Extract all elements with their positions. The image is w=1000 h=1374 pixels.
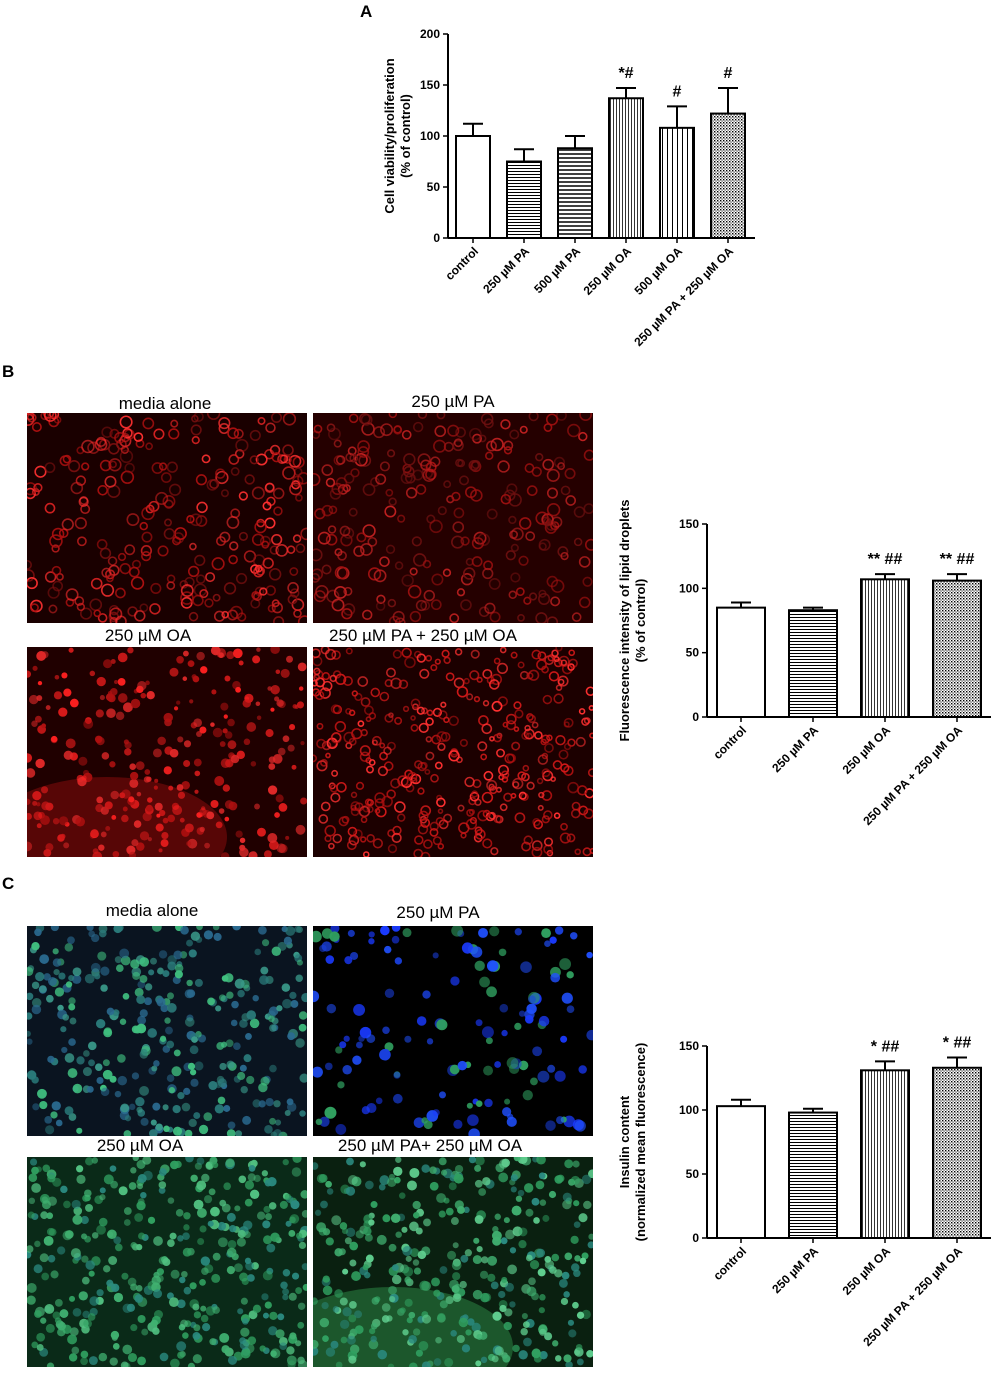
y-axis-label: Insulin content (normalized mean fluoresc… (617, 1043, 648, 1242)
y-axis-label-line: (% of control) (398, 94, 413, 178)
micrograph-b3-image (0, 644, 308, 897)
micrograph-b-pa-oa (309, 644, 597, 862)
x-category-label: 500 µM OA (632, 244, 686, 298)
micro-c1-label: media alone (105, 901, 199, 920)
micrograph-c3-image (23, 1153, 310, 1371)
x-category-label: 500 µM PA (531, 244, 583, 296)
x-category-label: control (442, 244, 481, 283)
bar (788, 609, 838, 718)
x-category-label: 250 µM OA (840, 1244, 894, 1298)
panel-letter-a: A (360, 2, 373, 21)
y-tick-label: 100 (679, 581, 699, 595)
y-axis-label-line: (% of control) (633, 579, 648, 663)
significance-annotation: # (673, 83, 682, 100)
x-category-label: 250 µM PA (769, 1244, 821, 1296)
y-tick-label: 100 (420, 129, 440, 143)
x-category-label: 250 µM PA (769, 723, 821, 775)
micro-b2-label: 250 µM PA (411, 392, 495, 411)
micrograph-c4-image (273, 1154, 597, 1374)
bar (788, 1111, 838, 1239)
y-axis-label-line: Cell viability/proliferation (382, 58, 397, 213)
y-axis-label: Cell viability/proliferation (% of contro… (382, 58, 413, 213)
significance-annotation: *# (618, 65, 633, 82)
y-axis-label-line: (normalized mean fluorescence) (633, 1043, 648, 1242)
micrograph-b4-image (309, 644, 597, 862)
x-category-label: 250 µM PA (480, 244, 532, 296)
y-axis-label-line: Insulin content (617, 1095, 632, 1188)
y-tick-label: 150 (679, 1039, 699, 1053)
chart-insulin-content: 0 50 100 150 Insulin content (normalized mean… (617, 1035, 991, 1349)
micrograph-b-250-pa (307, 408, 598, 629)
bar (557, 147, 593, 240)
micro-b3-label: 250 µM OA (104, 626, 192, 645)
micrograph-c1-image (24, 921, 311, 1141)
micrograph-b1-image (21, 406, 313, 629)
y-tick-label: 150 (420, 78, 440, 92)
significance-annotation: * ## (871, 1038, 900, 1055)
micrograph-b2-image (307, 408, 598, 629)
y-tick-label: 0 (692, 1231, 699, 1245)
micrograph-c2-image (307, 923, 597, 1140)
micrograph-c-250-oa (23, 1153, 310, 1371)
y-tick-label: 200 (420, 27, 440, 41)
chart-cell-viability: 0 50 100 150 200 Cell viability/proliferation… (382, 27, 755, 349)
y-tick-label: 0 (433, 231, 440, 245)
significance-annotation: ** ## (868, 551, 903, 568)
bar (506, 160, 542, 239)
micrograph-c-media-alone (24, 921, 311, 1141)
micro-c3-label: 250 µM OA (96, 1136, 184, 1155)
y-tick-label: 50 (686, 646, 700, 660)
bar (716, 1105, 766, 1239)
significance-annotation: # (724, 65, 733, 82)
y-axis-label-line: Fluorescence intensity of lipid droplets (617, 500, 632, 742)
bar (860, 578, 910, 719)
x-category-label: control (710, 1244, 749, 1283)
panel-letter-b: B (2, 362, 15, 381)
y-tick-label: 100 (679, 1103, 699, 1117)
micro-b4-label: 250 µM PA + 250 µM OA (329, 626, 517, 645)
micro-c2-label: 250 µM PA (396, 903, 480, 922)
x-category-label: control (710, 723, 749, 762)
micrograph-c-250-pa (307, 923, 597, 1140)
bar (716, 606, 766, 718)
bar (710, 112, 746, 239)
micrograph-b-media-alone (21, 406, 313, 629)
x-category-label: 250 µM PA + 250 µM OA (631, 244, 736, 349)
micro-c4-label: 250 µM PA+ 250 µM OA (337, 1136, 523, 1155)
bar (932, 579, 982, 719)
panel-letter-c: C (2, 874, 15, 893)
chart-lipid-droplets: 0 50 100 150 Fluorescence intensity of lipid… (617, 500, 991, 828)
x-category-label: 250 µM OA (581, 244, 635, 298)
significance-annotation: * ## (943, 1035, 972, 1052)
y-axis-label: Fluorescence intensity of lipid droplets… (617, 500, 648, 742)
y-tick-label: 50 (686, 1167, 700, 1181)
bar (659, 126, 695, 239)
micrograph-c-pa-oa (273, 1154, 597, 1374)
y-tick-label: 50 (427, 180, 441, 194)
x-category-label: 250 µM OA (840, 723, 894, 777)
bar (608, 97, 644, 240)
bar (932, 1066, 982, 1240)
bar (860, 1069, 910, 1239)
micrograph-b-250-oa (0, 644, 308, 897)
y-tick-label: 0 (692, 710, 699, 724)
significance-annotation: ** ## (940, 551, 975, 568)
y-tick-label: 150 (679, 517, 699, 531)
bar (455, 135, 491, 239)
micro-b1-label: media alone (118, 394, 212, 413)
